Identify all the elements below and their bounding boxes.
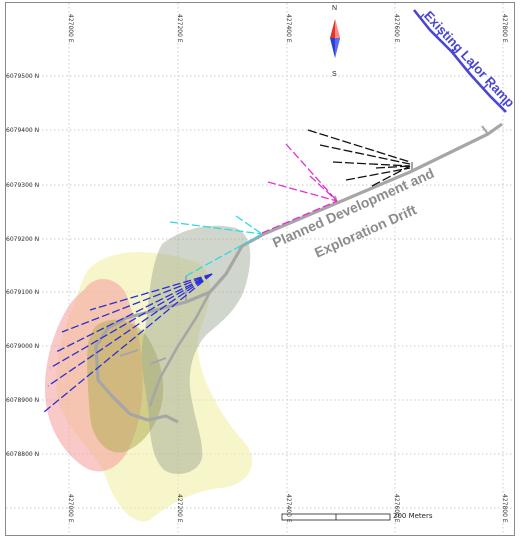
drift-stub-3 xyxy=(119,349,139,357)
easting-label: 427000 E xyxy=(67,494,74,523)
zone-grey-green xyxy=(141,225,251,474)
north-arrow-labels: N S xyxy=(326,5,344,78)
northing-label: 6079100 N xyxy=(6,289,40,296)
scale-bar-label: 200 Meters xyxy=(393,512,433,520)
drift-stub-2 xyxy=(149,357,167,365)
northing-label: 6079300 N xyxy=(6,182,40,189)
easting-label: 427600 E xyxy=(393,14,400,43)
drill-holes-blue xyxy=(43,273,213,413)
drill-holes-cyan xyxy=(169,215,263,277)
northing-label: 6079500 N xyxy=(6,73,40,80)
drift-branch xyxy=(148,291,212,407)
underground-workings xyxy=(94,9,507,424)
ramp-ticks xyxy=(419,13,505,105)
northing-label: 6079000 N xyxy=(6,343,40,350)
northing-label: 6078900 N xyxy=(6,397,40,404)
easting-label: 427800 E xyxy=(501,494,508,523)
south-label: S xyxy=(332,71,337,78)
easting-label: 427000 E xyxy=(67,14,74,43)
north-label: N xyxy=(332,5,338,12)
northing-label: 6079400 N xyxy=(6,127,40,134)
easting-label: 427200 E xyxy=(176,494,183,523)
north-arrow-icon xyxy=(330,19,340,58)
drift-stub-5 xyxy=(481,125,489,135)
easting-label: 427200 E xyxy=(176,14,183,43)
drill-holes-magenta xyxy=(261,143,338,234)
drill-holes-black xyxy=(307,129,411,187)
ore-zones xyxy=(44,225,253,522)
northing-label: 6079200 N xyxy=(6,236,40,243)
lalor-ramp xyxy=(412,9,507,113)
easting-label: 427800 E xyxy=(501,14,508,43)
easting-label: 427400 E xyxy=(285,14,292,43)
easting-label: 427400 E xyxy=(285,494,292,523)
northing-label: 6078800 N xyxy=(6,451,40,458)
scale-bar xyxy=(281,513,391,521)
